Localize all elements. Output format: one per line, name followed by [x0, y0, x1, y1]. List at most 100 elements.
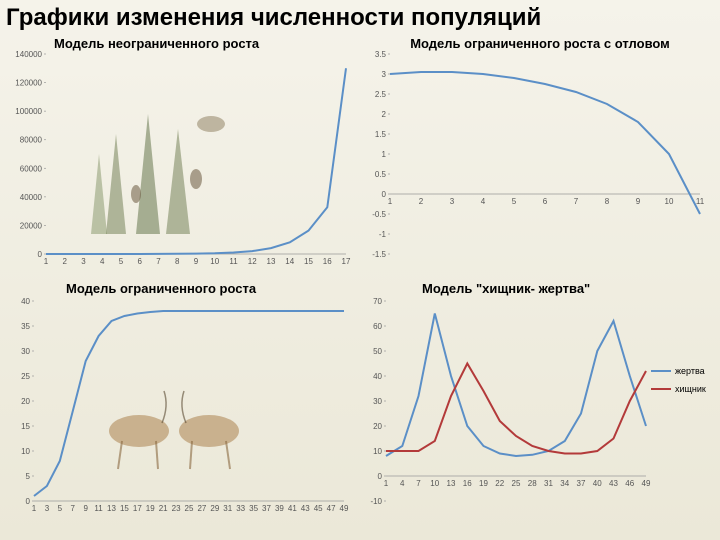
svg-text:10: 10	[210, 257, 219, 266]
chart2-title: Модель ограниченного роста с отловом	[390, 36, 690, 51]
slide: Графики изменения численности популяций …	[0, 0, 720, 540]
svg-text:19: 19	[479, 479, 488, 488]
svg-text:39: 39	[275, 504, 284, 513]
svg-text:4: 4	[400, 479, 405, 488]
svg-text:120000: 120000	[15, 79, 42, 88]
svg-text:31: 31	[223, 504, 232, 513]
svg-text:7: 7	[156, 257, 161, 266]
svg-text:49: 49	[340, 504, 349, 513]
svg-text:19: 19	[146, 504, 155, 513]
antelopes-illustration	[84, 351, 264, 471]
svg-text:10: 10	[665, 197, 674, 206]
chart1-yticks: 020000400006000080000100000120000140000	[15, 50, 46, 259]
svg-text:2: 2	[382, 110, 387, 119]
forest-illustration	[66, 84, 246, 234]
svg-text:12: 12	[248, 257, 257, 266]
svg-text:11: 11	[229, 257, 238, 266]
svg-text:10: 10	[373, 447, 382, 456]
svg-text:45: 45	[314, 504, 323, 513]
svg-text:40: 40	[21, 297, 30, 306]
svg-text:3: 3	[382, 70, 387, 79]
svg-text:5: 5	[512, 197, 517, 206]
svg-text:28: 28	[528, 479, 537, 488]
svg-text:15: 15	[304, 257, 313, 266]
svg-text:4: 4	[100, 257, 105, 266]
svg-text:14: 14	[285, 257, 294, 266]
svg-text:-10: -10	[370, 497, 382, 506]
svg-text:15: 15	[120, 504, 129, 513]
svg-text:1: 1	[32, 504, 37, 513]
svg-text:30: 30	[373, 397, 382, 406]
svg-text:70: 70	[373, 297, 382, 306]
svg-text:5: 5	[26, 472, 31, 481]
svg-text:7: 7	[71, 504, 76, 513]
chart3-title: Модель ограниченного роста	[66, 281, 256, 296]
svg-text:33: 33	[236, 504, 245, 513]
svg-text:5: 5	[58, 504, 63, 513]
svg-text:10: 10	[21, 447, 30, 456]
svg-text:8: 8	[175, 257, 180, 266]
svg-text:40: 40	[373, 372, 382, 381]
svg-text:13: 13	[267, 257, 276, 266]
svg-text:13: 13	[107, 504, 116, 513]
svg-text:35: 35	[249, 504, 258, 513]
legend-prey: жертва	[675, 366, 705, 376]
svg-text:7: 7	[574, 197, 579, 206]
svg-text:40: 40	[593, 479, 602, 488]
svg-text:60000: 60000	[20, 164, 43, 173]
chart3-svg: 0510152025303540 13579111315171921232527…	[6, 285, 356, 525]
svg-text:3.5: 3.5	[375, 50, 387, 59]
chart3-yticks: 0510152025303540	[21, 297, 34, 506]
page-title: Графики изменения численности популяций	[6, 4, 714, 32]
chart4-legend: жертва хищник	[651, 366, 706, 394]
svg-text:9: 9	[636, 197, 641, 206]
svg-text:3: 3	[450, 197, 455, 206]
svg-text:20000: 20000	[20, 221, 43, 230]
svg-text:140000: 140000	[15, 50, 42, 59]
svg-text:47: 47	[327, 504, 336, 513]
svg-text:22: 22	[495, 479, 504, 488]
svg-text:-1: -1	[379, 230, 387, 239]
legend-pred: хищник	[675, 384, 706, 394]
svg-text:60: 60	[373, 322, 382, 331]
svg-text:0: 0	[382, 190, 387, 199]
svg-text:4: 4	[481, 197, 486, 206]
chart3-xticks: 1357911131517192123252729313335373941434…	[32, 504, 349, 513]
svg-text:-1.5: -1.5	[372, 250, 386, 259]
svg-text:23: 23	[172, 504, 181, 513]
svg-text:6: 6	[543, 197, 548, 206]
chart4-svg: -10010203040506070 147101316192225283134…	[362, 285, 712, 525]
svg-text:17: 17	[342, 257, 351, 266]
svg-text:3: 3	[45, 504, 50, 513]
svg-text:9: 9	[83, 504, 88, 513]
svg-text:16: 16	[323, 257, 332, 266]
svg-text:80000: 80000	[20, 136, 43, 145]
chart4-title: Модель "хищник- жертва"	[422, 281, 590, 296]
svg-text:25: 25	[21, 372, 30, 381]
svg-text:1: 1	[388, 197, 393, 206]
svg-text:34: 34	[560, 479, 569, 488]
svg-text:41: 41	[288, 504, 297, 513]
svg-text:7: 7	[416, 479, 421, 488]
svg-text:20: 20	[373, 422, 382, 431]
chart1-svg: 020000400006000080000100000120000140000 …	[6, 38, 356, 278]
chart-predator-prey: Модель "хищник- жертва" -100102030405060…	[362, 285, 714, 528]
chart2-yticks: -1.5-1-0.500.511.522.533.5	[372, 50, 390, 259]
svg-text:15: 15	[21, 422, 30, 431]
svg-text:50: 50	[373, 347, 382, 356]
svg-text:16: 16	[463, 479, 472, 488]
svg-text:6: 6	[138, 257, 143, 266]
svg-text:100000: 100000	[15, 107, 42, 116]
svg-text:2: 2	[419, 197, 424, 206]
svg-text:0: 0	[378, 472, 383, 481]
chart2-svg: -1.5-1-0.500.511.522.533.5 1234567891011	[362, 38, 712, 278]
svg-text:43: 43	[609, 479, 618, 488]
chart-unlimited-growth: Модель неограниченного роста 02000040000…	[6, 38, 358, 281]
svg-text:35: 35	[21, 322, 30, 331]
svg-text:3: 3	[81, 257, 86, 266]
chart1-xticks: 1234567891011121314151617	[44, 257, 351, 266]
chart-limited-growth: Модель ограниченного роста 0510152025303…	[6, 285, 358, 528]
svg-text:29: 29	[210, 504, 219, 513]
svg-text:30: 30	[21, 347, 30, 356]
svg-text:1: 1	[44, 257, 49, 266]
